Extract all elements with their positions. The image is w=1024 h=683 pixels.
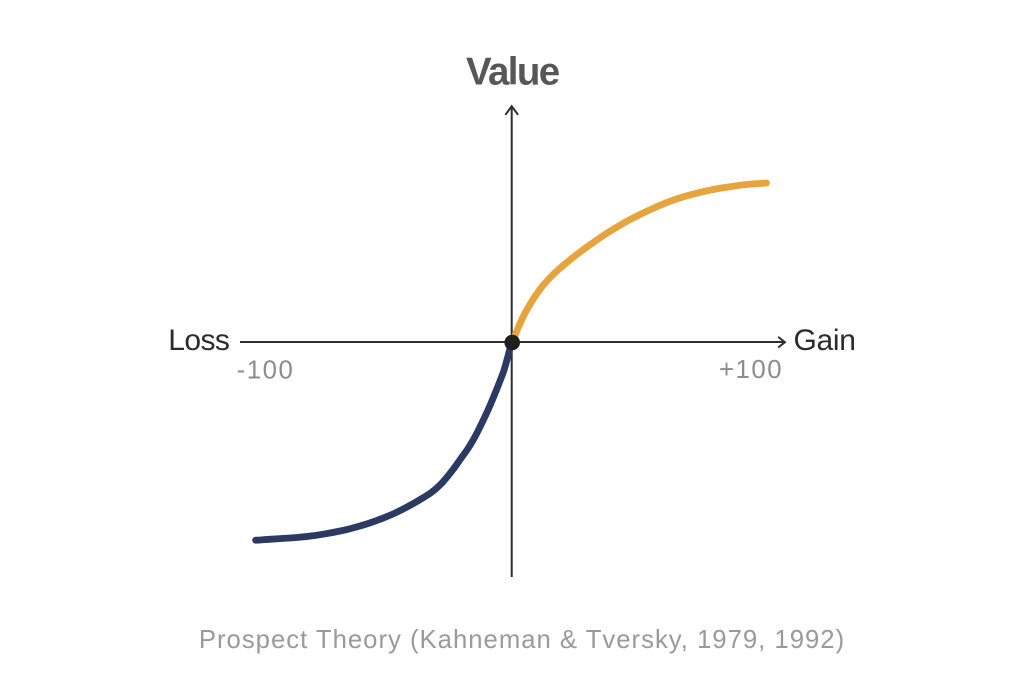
- svg-text:+100: +100: [719, 356, 783, 384]
- svg-text:Gain: Gain: [794, 324, 856, 357]
- svg-text:-100: -100: [237, 356, 295, 384]
- svg-text:Loss: Loss: [168, 324, 229, 357]
- svg-text:Prospect Theory (Kahneman & Tv: Prospect Theory (Kahneman & Tversky, 197…: [199, 626, 845, 654]
- svg-text:Value: Value: [466, 51, 560, 94]
